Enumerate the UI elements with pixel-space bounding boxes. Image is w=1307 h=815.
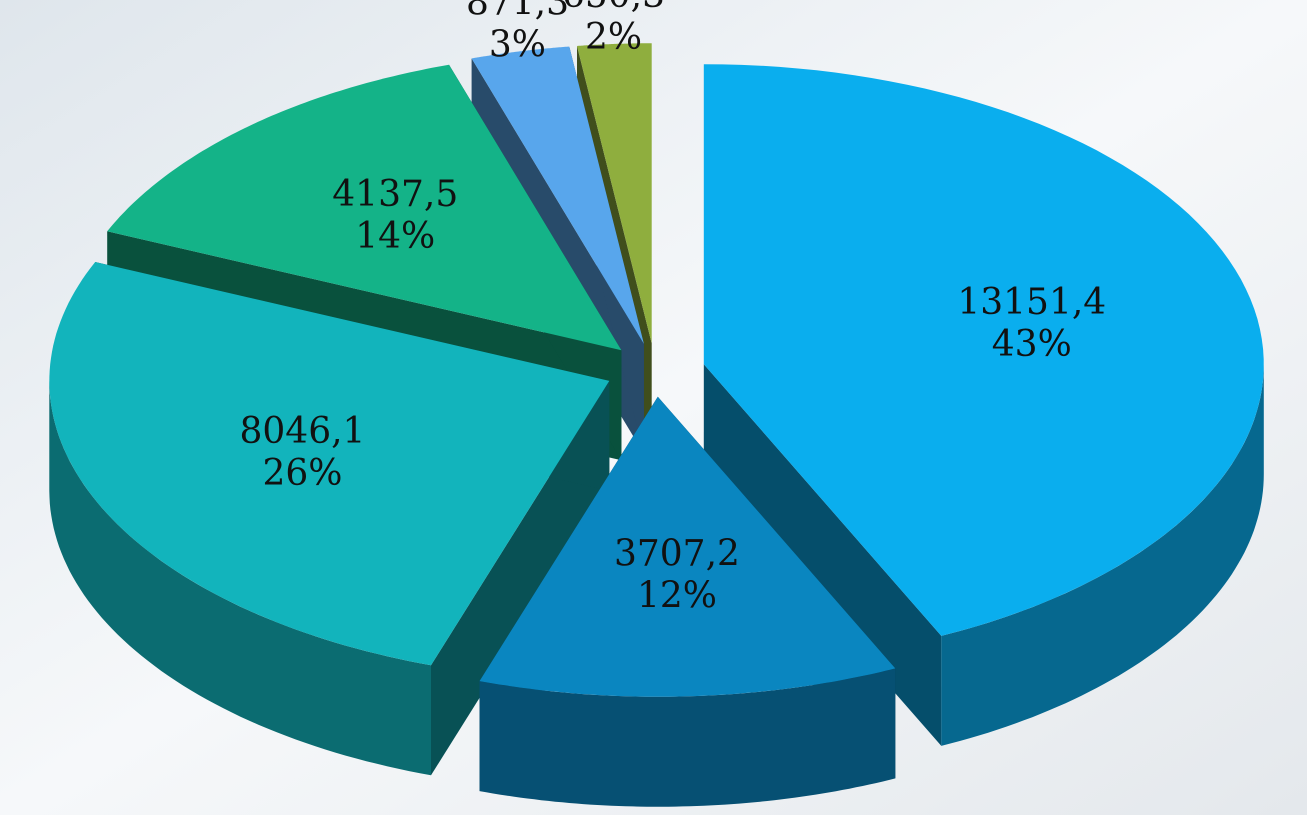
chart: 13151,443% 3707,212% 8046,126% 4137,514% 871… (0, 0, 1307, 815)
percent-label: 43% (992, 324, 1072, 365)
percent-label: 3% (489, 24, 546, 65)
percent-label: 14% (355, 216, 435, 257)
percent-label: 2% (585, 17, 642, 58)
data-label: 650,3 (562, 0, 665, 16)
data-label: 8046,1 (240, 411, 366, 452)
data-label: 4137,5 (332, 174, 458, 215)
page: 13151,443% 3707,212% 8046,126% 4137,514% 871… (0, 0, 1307, 815)
percent-label: 12% (637, 575, 717, 616)
data-label: 871,3 (466, 0, 569, 23)
percent-label: 26% (262, 453, 342, 494)
data-label: 13151,4 (957, 282, 1106, 323)
data-label: 3707,2 (614, 533, 740, 574)
